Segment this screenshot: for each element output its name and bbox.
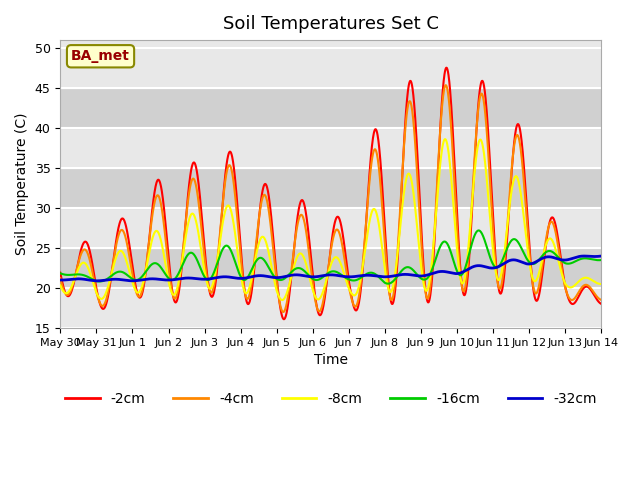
Text: BA_met: BA_met: [71, 49, 130, 63]
Legend: -2cm, -4cm, -8cm, -16cm, -32cm: -2cm, -4cm, -8cm, -16cm, -32cm: [60, 387, 602, 412]
Bar: [60, 288, 602, 328]
Y-axis label: Soil Temperature (C): Soil Temperature (C): [15, 113, 29, 255]
Bar: [60, 128, 602, 168]
Bar: [60, 88, 602, 128]
Bar: [60, 248, 602, 288]
Bar: [60, 48, 602, 88]
Bar: [60, 168, 602, 208]
Title: Soil Temperatures Set C: Soil Temperatures Set C: [223, 15, 439, 33]
Bar: [60, 208, 602, 248]
X-axis label: Time: Time: [314, 353, 348, 367]
